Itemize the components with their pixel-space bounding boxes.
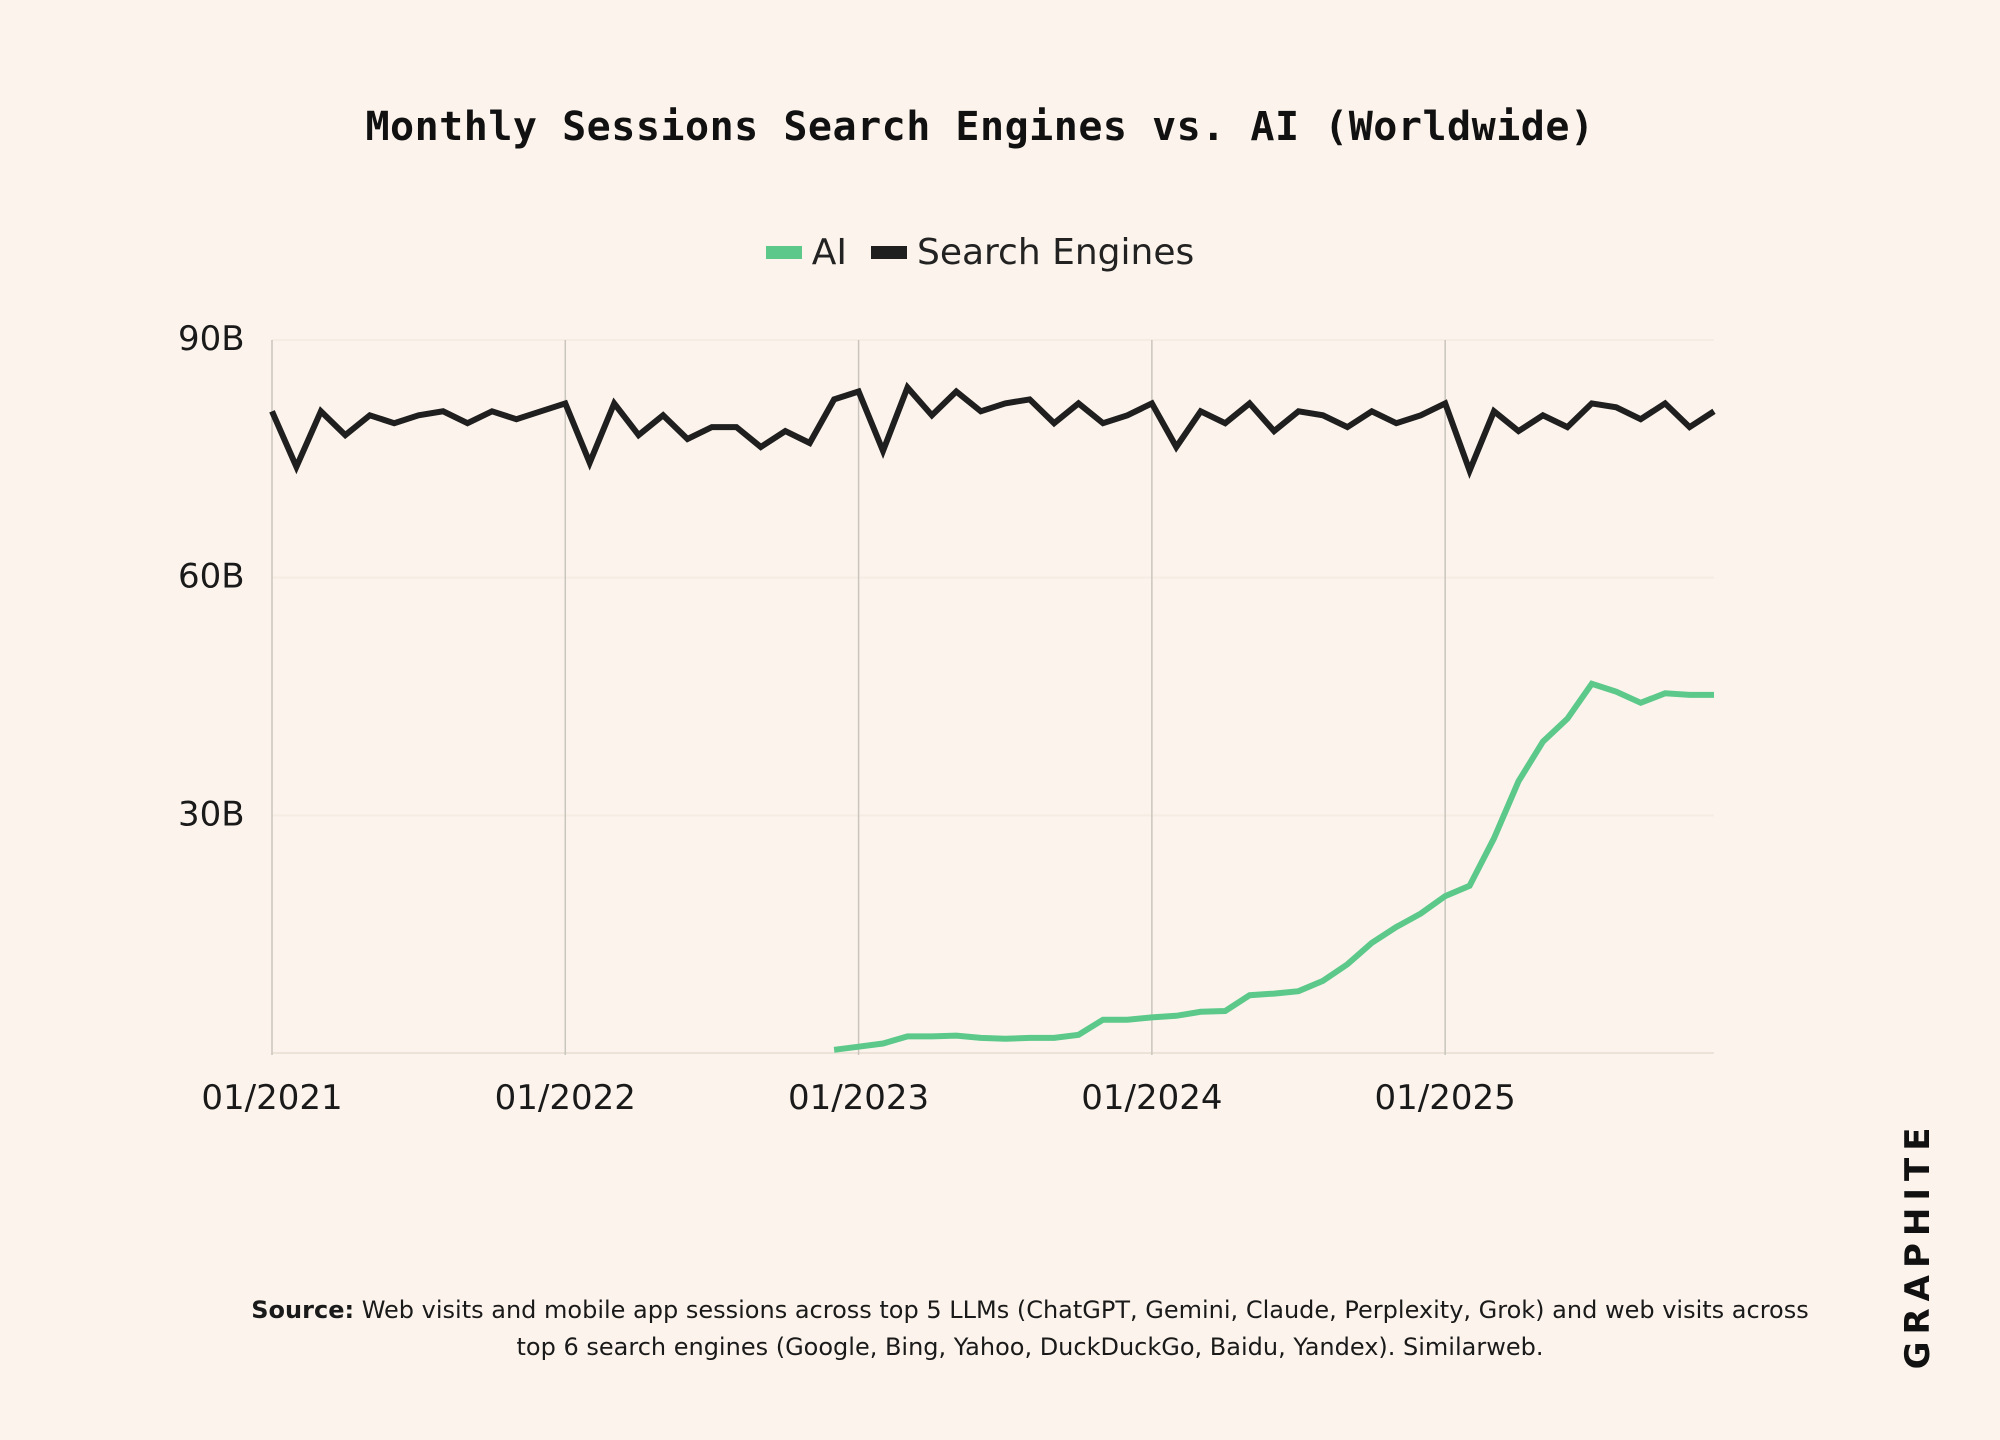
grid-lines xyxy=(271,339,1714,1055)
x-tick-label: 01/2022 xyxy=(495,1078,636,1118)
legend-label-search-engines: Search Engines xyxy=(916,232,1195,273)
logo-text: GRAPHITE xyxy=(1898,1120,1938,1370)
legend-swatch-search-engines xyxy=(870,246,907,259)
legend-label-ai: AI xyxy=(811,232,847,273)
legend-item-search-engines: Search Engines xyxy=(870,232,1195,273)
chart-legend: AI Search Engines xyxy=(0,232,1960,273)
y-tick-label: 90B xyxy=(178,319,245,359)
x-tick-label: 01/2021 xyxy=(201,1078,342,1118)
chart-title: Monthly Sessions Search Engines vs. AI (… xyxy=(365,104,1595,150)
x-tick-label: 01/2025 xyxy=(1375,1078,1516,1118)
legend-swatch-ai xyxy=(765,246,802,259)
source-text: Web visits and mobile app sessions acros… xyxy=(361,1296,1809,1361)
y-axis: 90B 60B 30B xyxy=(178,319,245,834)
series-line-ai xyxy=(833,680,1714,1053)
x-axis: 01/2021 01/2022 01/2023 01/2024 01/2025 xyxy=(201,1078,1515,1118)
series-lines xyxy=(269,381,1716,1053)
series-line-search-engines xyxy=(269,381,1716,480)
legend-item-ai: AI xyxy=(765,232,847,273)
y-tick-label: 30B xyxy=(178,794,245,834)
source-note: Source: Web visits and mobile app sessio… xyxy=(250,1292,1810,1366)
source-label: Source: xyxy=(251,1296,355,1324)
x-tick-label: 01/2023 xyxy=(788,1078,929,1118)
graphite-logo: GRAPHITE xyxy=(1870,1121,1966,1370)
x-tick-label: 01/2024 xyxy=(1081,1078,1222,1118)
y-tick-label: 60B xyxy=(178,557,245,597)
